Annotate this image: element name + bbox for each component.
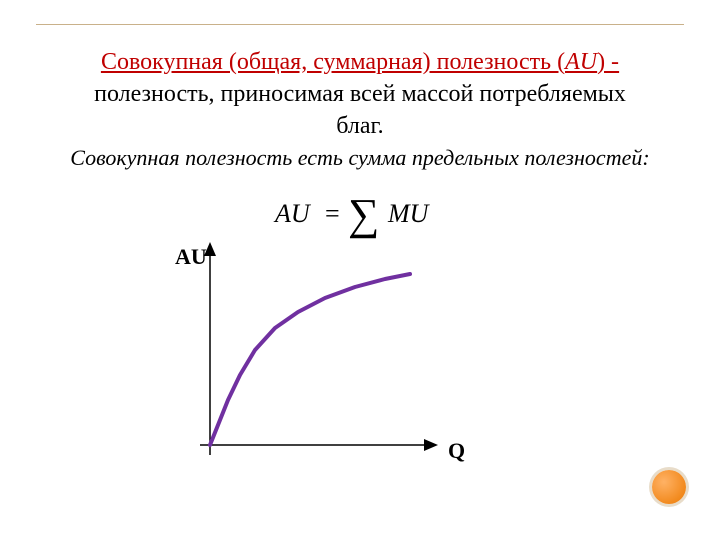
formula-svg: AU = ∑ MU	[270, 189, 450, 241]
description-line-2: благ.	[40, 111, 680, 141]
title-suffix: ) -	[597, 49, 619, 75]
slide-title: Совокупная (общая, суммарная) полезность…	[40, 48, 680, 77]
x-axis-arrow	[424, 439, 438, 451]
slide-content: Совокупная (общая, суммарная) полезность…	[40, 48, 680, 246]
formula-lhs: AU	[273, 199, 312, 228]
utility-chart-svg	[170, 240, 450, 470]
title-prefix: Совокупная (общая, суммарная) полезность…	[101, 49, 565, 75]
top-rule	[36, 24, 684, 25]
formula-sum: ∑	[348, 190, 379, 239]
title-au: AU	[565, 49, 597, 75]
formula-rhs: MU	[387, 199, 431, 228]
utility-chart: AU Q	[170, 240, 470, 490]
description-line-1: полезность, приносимая всей массой потре…	[40, 79, 680, 109]
y-axis-label: AU	[175, 244, 207, 270]
slide-note: Совокупная полезность есть сумма предель…	[40, 145, 680, 171]
formula: AU = ∑ MU	[40, 189, 680, 246]
decorative-dot-icon	[652, 470, 686, 504]
formula-eq: =	[325, 199, 340, 228]
x-axis-label: Q	[448, 438, 465, 464]
utility-curve	[210, 274, 410, 445]
